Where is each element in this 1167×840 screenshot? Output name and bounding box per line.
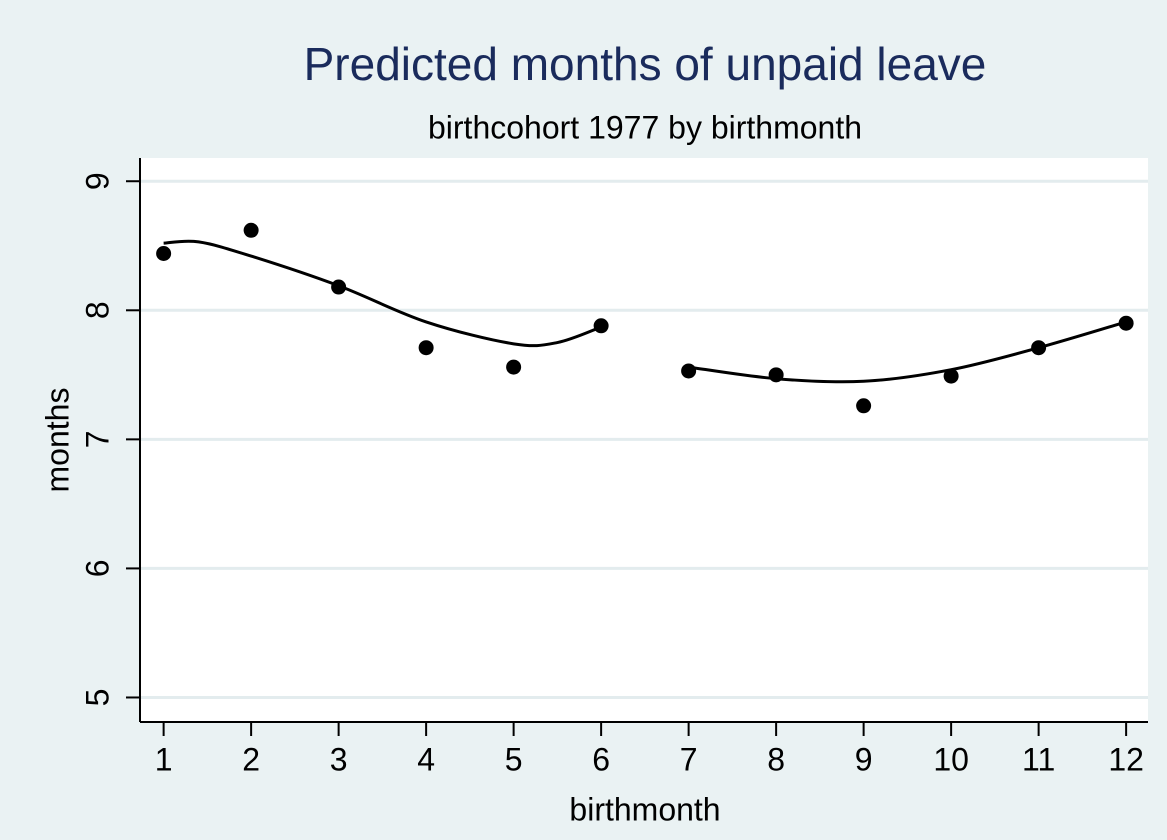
fit-line xyxy=(163,239,602,348)
chart-title: Predicted months of unpaid leave xyxy=(304,38,987,90)
x-tick-label: 7 xyxy=(680,741,698,777)
scatter-point xyxy=(156,246,172,262)
scatter-point xyxy=(593,318,609,334)
x-axis-title: birthmonth xyxy=(569,791,720,827)
x-tick-label: 6 xyxy=(592,741,610,777)
scatter-point xyxy=(856,398,872,414)
scatter-point xyxy=(418,340,434,356)
y-tick-label: 6 xyxy=(79,560,115,578)
chart-subtitle: birthcohort 1977 by birthmonth xyxy=(428,109,862,145)
x-tick-label: 11 xyxy=(1022,741,1055,777)
y-axis-title: months xyxy=(39,388,75,493)
x-tick-label: 5 xyxy=(505,741,523,777)
x-tick-label: 1 xyxy=(155,741,173,777)
scatter-point xyxy=(506,359,522,375)
x-tick-label: 9 xyxy=(855,741,873,777)
x-tick-label: 8 xyxy=(767,741,785,777)
x-tick-label: 2 xyxy=(242,741,260,777)
x-tick-label: 10 xyxy=(933,741,969,777)
x-tick-label: 3 xyxy=(330,741,348,777)
y-tick-label: 5 xyxy=(79,689,115,707)
x-tick-label: 12 xyxy=(1108,741,1144,777)
x-tick-label: 4 xyxy=(417,741,435,777)
y-tick-label: 7 xyxy=(79,430,115,448)
y-tick-label: 8 xyxy=(79,301,115,319)
scatter-point xyxy=(243,222,259,238)
scatter-point xyxy=(681,363,697,379)
scatter-point xyxy=(943,368,959,384)
y-tick-label: 9 xyxy=(79,172,115,190)
fit-line xyxy=(688,320,1127,384)
